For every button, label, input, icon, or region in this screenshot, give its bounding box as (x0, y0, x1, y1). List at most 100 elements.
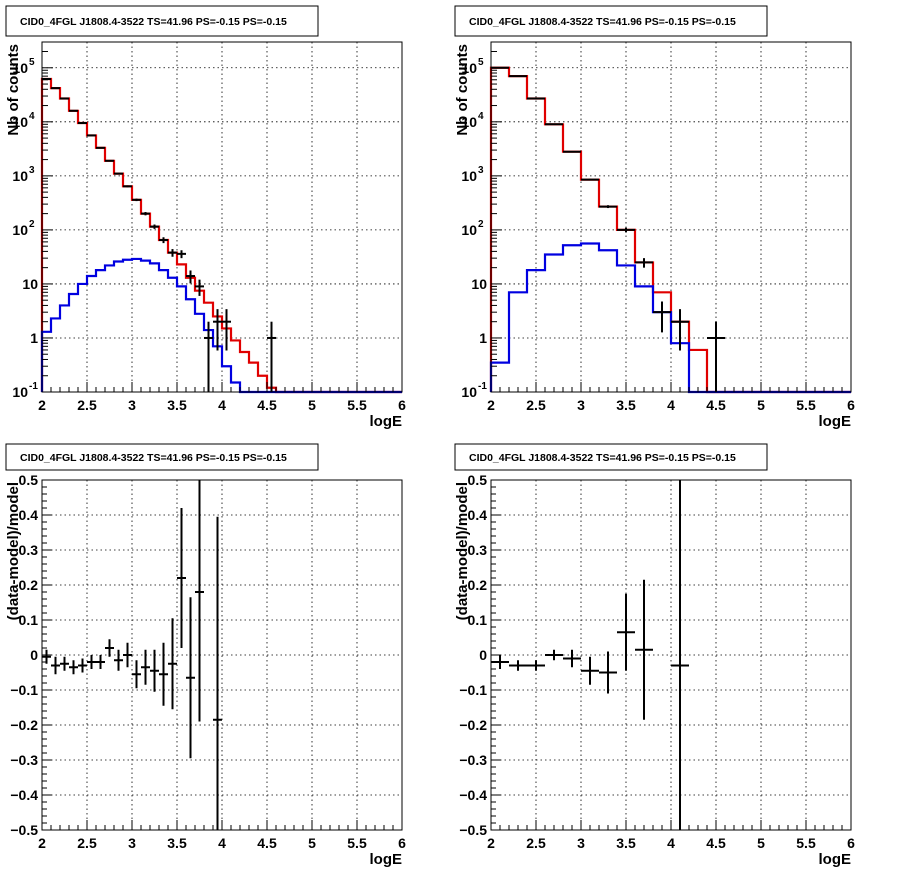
residual-point (599, 651, 617, 694)
x-tick-label: 2.5 (77, 835, 97, 851)
grid-lines (42, 480, 402, 830)
x-tick-label: 3.5 (167, 397, 187, 413)
residual-point (42, 649, 51, 664)
x-axis-ticks (41, 382, 403, 392)
x-tick-label: 2 (487, 835, 495, 851)
y-axis-ticks (42, 479, 52, 831)
y-tick-label-exponent: -1 (478, 381, 487, 392)
y-tick-label-exponent: 5 (29, 57, 35, 68)
x-tick-label: 6 (847, 835, 855, 851)
residual-point (617, 593, 635, 671)
data-point (186, 270, 195, 284)
y-axis-label: (data-model)/model (454, 482, 471, 620)
y-axis-label: Nb of counts (454, 44, 471, 136)
data-point (204, 321, 213, 392)
chart-title-box (454, 5, 768, 37)
data-point (168, 249, 177, 257)
x-tick-label: 4 (218, 397, 226, 413)
chart-title-box (5, 5, 319, 37)
x-tick-label: 5.5 (347, 835, 367, 851)
y-tick-label: −0.5 (10, 822, 38, 838)
y-tick-label: −0.1 (10, 682, 38, 698)
residual-point (545, 649, 563, 661)
x-tick-label: 4.5 (706, 397, 726, 413)
data-point (653, 301, 671, 333)
data-point (150, 224, 159, 229)
y-tick-label: 0.3 (19, 542, 39, 558)
x-tick-label: 5 (308, 835, 316, 851)
residual-point (635, 579, 653, 720)
data-point (132, 198, 141, 202)
y-tick-label-exponent: 5 (478, 57, 484, 68)
y-tick-label-exponent: 3 (29, 165, 35, 176)
x-tick-label: 2 (487, 397, 495, 413)
x-tick-label: 4.5 (257, 835, 277, 851)
residual-point (105, 639, 114, 657)
y-tick-label: 0.2 (468, 577, 488, 593)
residual-point (186, 597, 195, 759)
residual-points (491, 480, 689, 830)
y-tick-label-exponent: -1 (29, 381, 38, 392)
y-tick-label: 10 (461, 168, 477, 184)
data-point (671, 309, 689, 351)
x-tick-label: 5.5 (796, 397, 816, 413)
y-tick-label-exponent: 2 (29, 219, 35, 230)
data-point (105, 159, 114, 162)
chart-title: CID0_4FGL J1808.4-3522 TS=41.96 PS=-0.15… (469, 452, 736, 464)
x-tick-label: 4 (667, 835, 675, 851)
data-point (141, 212, 150, 216)
x-tick-label: 3 (128, 397, 136, 413)
residual-point (527, 660, 545, 671)
data-point (599, 205, 617, 209)
y-tick-label: −0.3 (10, 752, 38, 768)
y-tick-label: 10 (461, 384, 477, 400)
residual-point (51, 656, 60, 675)
y-tick-label: 0 (479, 647, 487, 663)
x-axis-label: logE (819, 413, 852, 430)
y-tick-label: 10 (12, 384, 28, 400)
data-point (159, 237, 168, 244)
residual-point (69, 660, 78, 675)
residual-point (114, 649, 123, 671)
residual-point (671, 480, 689, 830)
data-point (635, 258, 653, 268)
y-tick-label: 10 (12, 114, 28, 130)
data-point (581, 178, 599, 181)
data-point (617, 227, 635, 233)
x-tick-label: 6 (398, 397, 406, 413)
x-axis-label: logE (370, 851, 403, 868)
x-tick-label: 3 (577, 397, 585, 413)
data-point (563, 150, 581, 153)
data-point (177, 250, 186, 259)
y-tick-label: 0.5 (19, 472, 39, 488)
y-tick-label: 0.2 (19, 577, 39, 593)
residual-points (42, 480, 222, 830)
y-tick-label: 0.1 (19, 612, 39, 628)
x-tick-label: 5 (757, 397, 765, 413)
x-tick-label: 2.5 (526, 397, 546, 413)
x-tick-label: 5 (308, 397, 316, 413)
residual-point (563, 649, 581, 668)
x-tick-label: 4.5 (257, 397, 277, 413)
x-tick-label: 3 (577, 835, 585, 851)
y-tick-label: −0.4 (10, 787, 38, 803)
data-point (222, 309, 231, 351)
y-tick-label: −0.5 (459, 822, 487, 838)
residual-point (96, 655, 105, 669)
grid-lines (42, 42, 402, 392)
y-tick-label: −0.3 (459, 752, 487, 768)
y-axis-ticks (491, 479, 501, 831)
x-tick-label: 6 (398, 835, 406, 851)
residual-point (150, 649, 159, 692)
x-tick-label: 4.5 (706, 835, 726, 851)
x-axis-ticks (490, 820, 852, 830)
x-tick-label: 2 (38, 835, 46, 851)
residual-point (195, 480, 204, 722)
data-point (267, 321, 276, 392)
x-tick-label: 5 (757, 835, 765, 851)
y-tick-label: 1 (479, 330, 487, 346)
x-tick-label: 3 (128, 835, 136, 851)
y-tick-label: 10 (12, 168, 28, 184)
x-tick-label: 3.5 (616, 835, 636, 851)
